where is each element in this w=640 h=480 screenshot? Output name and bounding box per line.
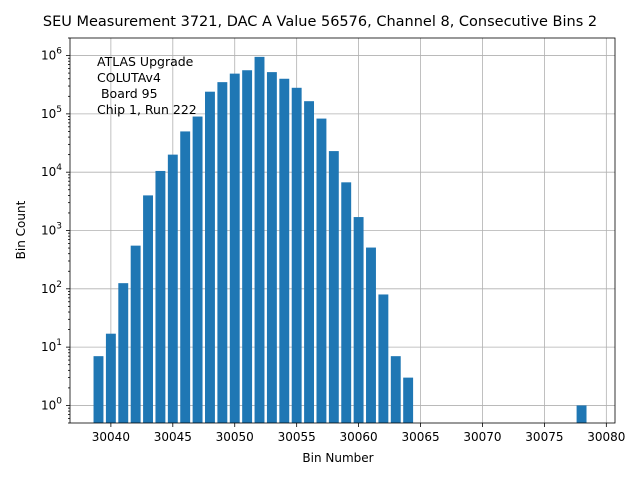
annotation-line-3: Chip 1, Run 222 (97, 102, 197, 117)
bar-30046 (180, 131, 191, 423)
bar-30057 (316, 118, 327, 423)
bar-30047 (192, 116, 203, 424)
bar-30059 (341, 182, 352, 423)
bar-30043 (143, 195, 153, 423)
bar-30048 (205, 91, 215, 424)
bar-30061 (366, 247, 376, 423)
x-tick-label-4: 30060 (340, 430, 378, 444)
x-tick-label-3: 30055 (278, 430, 316, 444)
bar-30060 (353, 217, 364, 423)
y-tick-label-3: 103 (41, 222, 62, 238)
bar-30054 (279, 78, 290, 423)
y-tick-label-0: 100 (41, 396, 62, 412)
bar-30064 (403, 377, 414, 423)
x-tick-label-0: 30040 (92, 430, 130, 444)
bar-30053 (266, 72, 277, 423)
x-tick-label-5: 30065 (401, 430, 439, 444)
bar-30052 (254, 56, 265, 424)
x-tick-label-1: 30045 (154, 430, 192, 444)
bar-30051 (242, 70, 253, 424)
bar-30040 (105, 333, 116, 423)
bar-30039 (93, 356, 104, 423)
x-tick-label-2: 30050 (216, 430, 254, 444)
y-tick-label-5: 105 (41, 105, 62, 121)
chart-title: SEU Measurement 3721, DAC A Value 56576,… (43, 14, 597, 30)
bar-30062 (378, 294, 389, 423)
bar-30049 (217, 82, 228, 423)
annotation-line-2: Board 95 (97, 86, 158, 101)
bar-30045 (167, 154, 178, 424)
bar-30042 (130, 245, 141, 423)
bar-30044 (155, 170, 166, 423)
y-tick-label-4: 104 (41, 163, 62, 179)
y-tick-label-2: 102 (41, 280, 62, 296)
y-axis-label: Bin Count (14, 200, 28, 259)
y-tick-label-6: 106 (41, 47, 62, 63)
bar-30050 (229, 73, 240, 424)
annotation-line-0: ATLAS Upgrade (97, 54, 194, 69)
x-axis-ticks: 30040 30045 30050 30055 30060 30065 30070 30075… (92, 423, 625, 444)
bar-30078 (576, 405, 587, 423)
annotation-line-1: COLUTAv4 (97, 70, 161, 85)
y-tick-label-1: 101 (41, 338, 62, 354)
x-tick-label-8: 30080 (587, 430, 625, 444)
x-axis-label: Bin Number (302, 451, 373, 465)
y-axis-ticks: 100 101 102 103 104 105 106 (41, 37, 70, 424)
bar-30041 (118, 283, 129, 423)
bar-30058 (328, 151, 339, 423)
bar-30055 (291, 87, 302, 424)
bar-30056 (304, 101, 315, 423)
x-tick-label-7: 30075 (525, 430, 563, 444)
bars (93, 56, 587, 424)
x-tick-label-6: 30070 (463, 430, 501, 444)
bar-30063 (390, 356, 401, 423)
